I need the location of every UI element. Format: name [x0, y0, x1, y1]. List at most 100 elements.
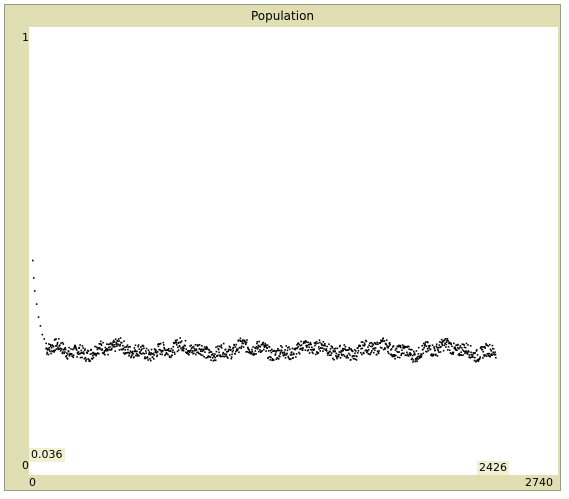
data-point [190, 344, 193, 347]
data-point [338, 353, 340, 356]
data-point [89, 353, 92, 356]
data-point [79, 344, 81, 346]
data-point [230, 357, 233, 360]
data-point [302, 347, 304, 349]
data-point [387, 352, 390, 355]
data-point [47, 353, 50, 356]
data-point [463, 346, 466, 349]
data-point [205, 357, 207, 359]
data-point [487, 345, 490, 347]
data-point [78, 353, 81, 355]
data-point [462, 354, 464, 356]
data-point [298, 351, 300, 354]
data-point [489, 355, 491, 358]
data-point [203, 346, 206, 348]
data-point [196, 344, 199, 346]
data-point [122, 352, 125, 354]
data-point [209, 356, 212, 358]
data-point [262, 341, 265, 344]
data-point [170, 347, 173, 350]
data-point [75, 348, 78, 350]
data-point [77, 351, 80, 353]
data-point [467, 350, 470, 352]
data-point [103, 352, 105, 355]
data-point [175, 341, 177, 343]
data-point [72, 348, 74, 351]
data-point [277, 349, 280, 352]
data-point [112, 345, 115, 348]
data-point [234, 346, 237, 348]
data-point [153, 354, 155, 356]
data-point [320, 347, 322, 349]
data-point [143, 347, 145, 350]
y-axis-max-label: 1 [22, 31, 29, 44]
data-point [230, 356, 233, 358]
data-point [150, 352, 152, 354]
data-point [227, 350, 230, 353]
data-point [421, 344, 423, 347]
data-point [39, 325, 42, 327]
data-point [266, 344, 269, 346]
data-point [197, 344, 200, 347]
data-point [98, 352, 100, 355]
data-point [354, 352, 356, 355]
data-point [353, 355, 356, 357]
data-point [489, 348, 492, 351]
data-point [272, 359, 275, 361]
data-point [232, 349, 235, 352]
data-point [52, 345, 55, 348]
data-point [57, 348, 60, 351]
data-point [214, 359, 217, 362]
data-point [275, 349, 278, 352]
data-point [67, 353, 69, 356]
data-point [153, 358, 155, 360]
data-point [270, 348, 273, 351]
data-point [340, 351, 342, 354]
data-point [345, 349, 348, 352]
data-point [459, 345, 462, 347]
data-point [467, 351, 470, 353]
data-point [469, 357, 472, 359]
data-point [162, 341, 165, 344]
data-point [275, 351, 277, 353]
data-point [320, 342, 323, 345]
data-point [136, 355, 139, 357]
data-point [99, 340, 102, 343]
data-point [452, 353, 454, 355]
data-point [140, 346, 142, 348]
data-point [318, 339, 321, 341]
data-point [355, 359, 358, 361]
data-point [484, 354, 487, 356]
data-point [58, 345, 60, 347]
data-point [202, 349, 205, 352]
data-point [429, 348, 432, 351]
data-point [171, 354, 173, 357]
data-point [288, 346, 290, 348]
data-point [392, 353, 394, 356]
data-point [182, 349, 185, 352]
data-point [437, 349, 440, 352]
data-point [304, 341, 306, 344]
data-point [340, 349, 343, 352]
data-point [35, 303, 38, 305]
data-point [225, 355, 227, 357]
data-point [283, 351, 286, 354]
data-point [59, 344, 61, 346]
data-point [118, 340, 120, 342]
data-point [440, 346, 442, 348]
data-point [222, 351, 225, 354]
data-point [201, 345, 203, 347]
data-point [347, 349, 350, 351]
data-point [133, 347, 136, 349]
data-point [200, 354, 202, 356]
data-point [308, 352, 311, 354]
data-point [175, 342, 178, 344]
data-point [257, 346, 259, 349]
data-point [414, 357, 417, 360]
data-point [215, 346, 217, 349]
data-point [168, 350, 170, 352]
data-point [376, 350, 379, 352]
data-point [369, 342, 371, 344]
data-point [71, 355, 74, 358]
data-point [158, 343, 161, 346]
